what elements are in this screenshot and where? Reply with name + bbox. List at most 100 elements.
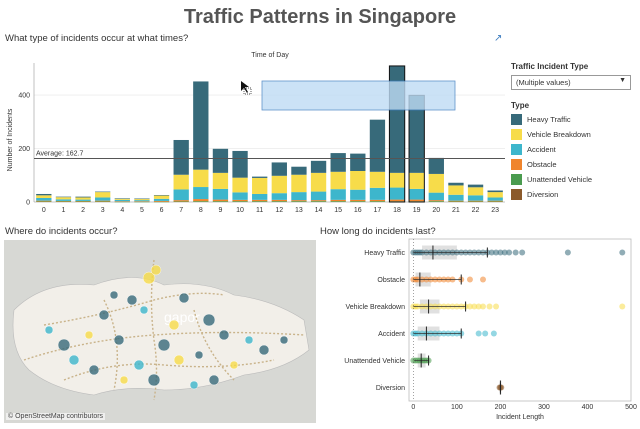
bar-segment[interactable] [467,184,484,188]
bar-segment[interactable] [271,199,287,202]
bar-segment[interactable] [271,193,287,200]
bar-chart[interactable]: Time of Day Number of Incidents 0200400 … [0,45,505,225]
bar-segment[interactable] [389,187,405,200]
incident-marker[interactable] [168,319,180,331]
bar-segment[interactable] [173,200,189,202]
legend-item-diversion[interactable]: Diversion [511,187,592,202]
legend-item-unattended-vehicle[interactable]: Unattended Vehicle [511,172,592,187]
map-canvas[interactable]: gapor [4,240,316,423]
bar-segment[interactable] [193,81,209,170]
incident-marker[interactable] [150,264,162,276]
bar-segment[interactable] [487,201,503,202]
duration-point[interactable] [512,249,519,256]
external-link-icon[interactable]: ↗ [494,33,503,44]
bar-segment[interactable] [330,201,346,202]
duration-point[interactable] [482,330,489,337]
bar-segment[interactable] [369,171,386,188]
incident-marker[interactable] [178,292,190,304]
bar-segment[interactable] [134,201,150,202]
bar-segment[interactable] [369,201,386,202]
bar-segment[interactable] [232,177,248,193]
bar-segment[interactable] [95,197,111,201]
bar-segment[interactable] [291,192,307,201]
duration-point[interactable] [480,276,486,283]
duration-point[interactable] [475,303,482,310]
duration-point[interactable] [493,303,500,310]
duration-point[interactable] [490,330,497,337]
incident-type-filter[interactable]: (Multiple values) ▼ [511,75,631,90]
bar-segment[interactable] [448,200,464,202]
duration-point[interactable] [493,249,500,256]
incident-marker[interactable] [279,335,289,345]
incident-marker[interactable] [218,329,230,341]
bar-segment[interactable] [487,190,503,193]
bar-segment[interactable] [153,198,170,201]
bar-segment[interactable] [291,174,307,193]
bar-segment[interactable] [409,172,425,189]
bar-segment[interactable] [389,172,405,188]
incident-marker[interactable] [109,290,119,300]
bar-segment[interactable] [369,119,386,172]
bar-segment[interactable] [36,195,52,198]
bar-segment[interactable] [487,200,503,202]
bar-segment[interactable] [448,185,464,195]
bar-segment[interactable] [350,201,366,202]
legend-item-obstacle[interactable]: Obstacle [511,157,592,172]
bar-segment[interactable] [114,199,130,202]
duration-point[interactable] [471,303,478,310]
duration-point[interactable] [498,384,505,391]
legend-item-heavy-traffic[interactable]: Heavy Traffic [511,112,592,127]
duration-point[interactable] [480,303,486,310]
bar-segment[interactable] [232,201,248,202]
incident-marker[interactable] [142,271,156,285]
duration-point[interactable] [475,330,482,337]
incident-marker[interactable] [244,335,254,345]
bar-segment[interactable] [153,201,170,203]
incident-marker[interactable] [229,360,239,370]
bar-segment[interactable] [310,200,327,202]
bar-segment[interactable] [173,139,189,175]
bar-segment[interactable] [310,201,327,202]
incident-marker[interactable] [258,344,270,356]
bar-segment[interactable] [428,157,444,174]
bar-segment[interactable] [350,199,366,202]
duration-point[interactable] [497,249,504,256]
bar-segment[interactable] [153,200,170,202]
bar-segment[interactable] [114,201,130,203]
bar-segment[interactable] [428,173,444,193]
legend-item-accident[interactable]: Accident [511,142,592,157]
bar-segment[interactable] [75,200,91,202]
incident-marker[interactable] [157,338,171,352]
incident-marker[interactable] [194,350,204,360]
duration-point[interactable] [486,303,493,310]
duration-point[interactable] [488,249,495,256]
duration-point[interactable] [466,276,473,283]
bar-segment[interactable] [55,197,72,200]
bar-segment[interactable] [252,176,268,178]
incident-marker[interactable] [139,305,149,315]
bar-segment[interactable] [134,198,150,200]
bar-segment[interactable] [330,153,346,172]
incident-marker[interactable] [173,354,185,366]
duration-point[interactable] [506,249,513,256]
bar-segment[interactable] [310,160,327,173]
bar-segment[interactable] [350,153,366,171]
incident-marker[interactable] [189,380,199,390]
bar-segment[interactable] [55,196,72,198]
bar-segment[interactable] [212,188,229,200]
bar-segment[interactable] [310,172,327,192]
incident-marker[interactable] [57,338,71,352]
bar-segment[interactable] [467,200,484,202]
bar-segment[interactable] [252,177,268,194]
bar-segment[interactable] [36,200,52,202]
incident-marker[interactable] [44,325,54,335]
bar-segment[interactable] [467,201,484,202]
bar-segment[interactable] [369,199,386,202]
bar-segment[interactable] [95,192,111,198]
bar-segment[interactable] [448,201,464,202]
duration-point[interactable] [619,303,626,310]
bar-segment[interactable] [487,192,503,198]
bar-segment[interactable] [55,201,72,202]
bar-segment[interactable] [252,201,268,202]
bar-segment[interactable] [330,171,346,190]
